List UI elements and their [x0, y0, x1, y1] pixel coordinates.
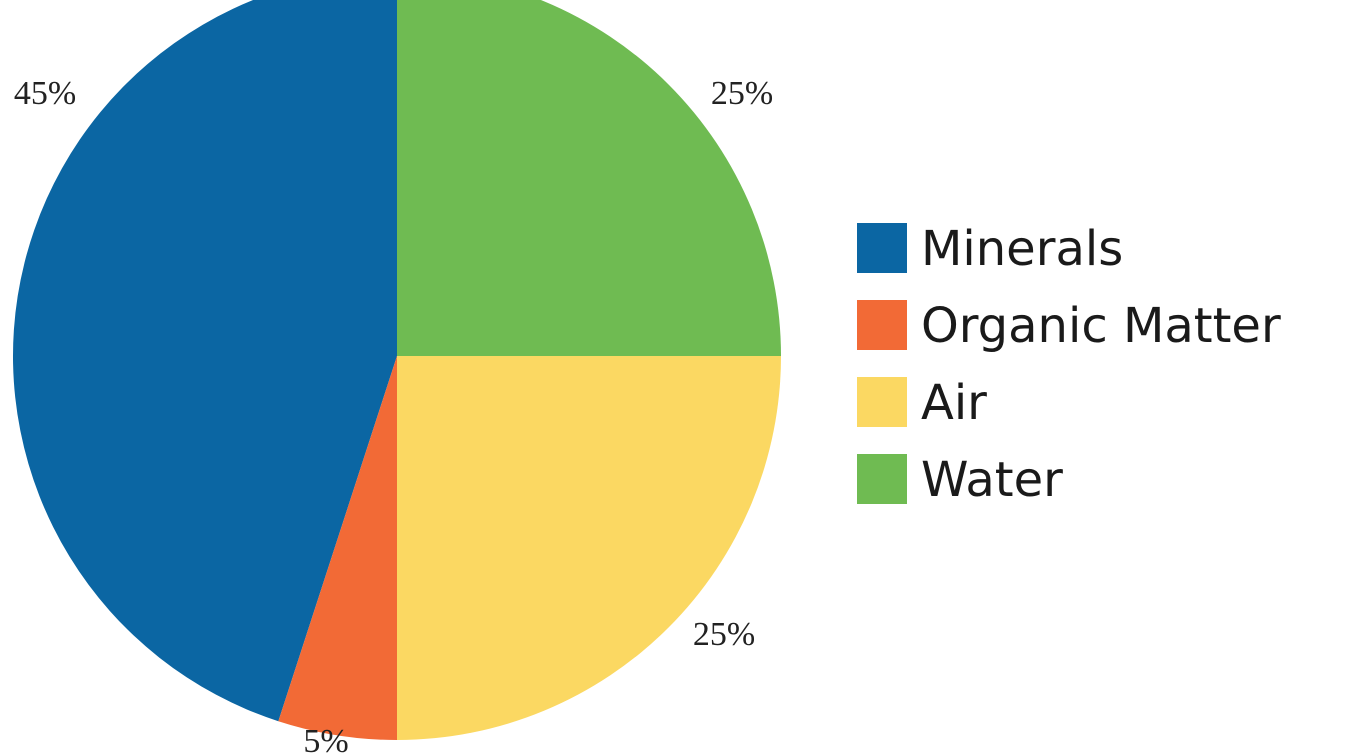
legend-item-minerals: Minerals	[857, 221, 1123, 277]
pie-slices	[13, 0, 781, 740]
pie-slice-minerals	[13, 0, 397, 722]
legend-swatch-air	[857, 377, 907, 427]
legend-label-water: Water	[921, 452, 1063, 508]
pie-value-labels: 45% 5% 25% 25%	[14, 75, 773, 753]
legend-item-water: Water	[857, 452, 1063, 508]
pie-slice-organic-matter	[278, 356, 397, 740]
legend-swatch-organic-matter	[857, 300, 907, 350]
legend-swatch-water	[857, 454, 907, 504]
value-label-water: 25%	[711, 75, 773, 112]
legend-item-air: Air	[857, 375, 987, 431]
value-label-minerals: 45%	[14, 75, 76, 112]
pie-slice-water	[397, 0, 781, 356]
legend: Minerals Organic Matter Air Water	[857, 221, 1281, 508]
value-label-organic-matter: 5%	[303, 723, 348, 753]
legend-item-organic-matter: Organic Matter	[857, 298, 1281, 354]
legend-label-air: Air	[921, 375, 987, 431]
legend-label-minerals: Minerals	[921, 221, 1123, 277]
legend-swatch-minerals	[857, 223, 907, 273]
value-label-air: 25%	[693, 616, 755, 653]
legend-label-organic-matter: Organic Matter	[921, 298, 1281, 354]
pie-slice-air	[397, 356, 781, 740]
